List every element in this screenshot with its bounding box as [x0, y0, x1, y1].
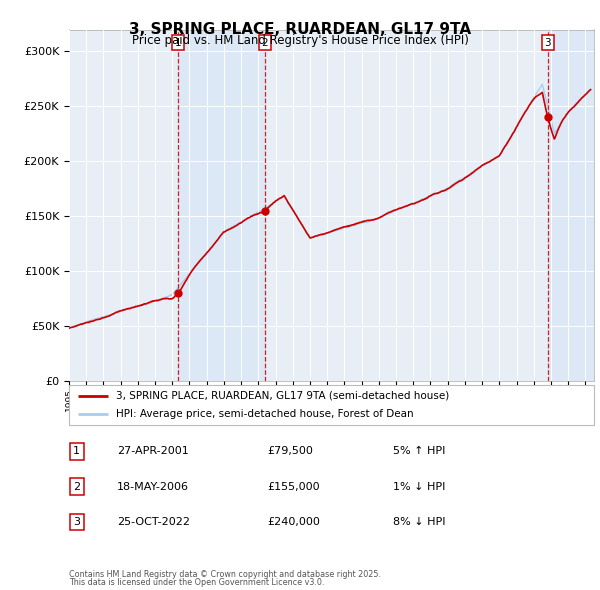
Text: 8% ↓ HPI: 8% ↓ HPI [393, 517, 445, 527]
Text: 3, SPRING PLACE, RUARDEAN, GL17 9TA: 3, SPRING PLACE, RUARDEAN, GL17 9TA [129, 22, 471, 37]
Bar [548, 30, 594, 381]
Text: HPI: Average price, semi-detached house, Forest of Dean: HPI: Average price, semi-detached house,… [116, 409, 414, 419]
Text: 1: 1 [175, 38, 181, 48]
Text: 27-APR-2001: 27-APR-2001 [117, 447, 189, 456]
Text: This data is licensed under the Open Government Licence v3.0.: This data is licensed under the Open Gov… [69, 578, 325, 586]
Bar [178, 30, 265, 381]
Text: Price paid vs. HM Land Registry's House Price Index (HPI): Price paid vs. HM Land Registry's House … [131, 34, 469, 47]
Text: 5% ↑ HPI: 5% ↑ HPI [393, 447, 445, 456]
Text: 1% ↓ HPI: 1% ↓ HPI [393, 482, 445, 491]
Text: 25-OCT-2022: 25-OCT-2022 [117, 517, 190, 527]
Text: £155,000: £155,000 [267, 482, 320, 491]
Text: 3: 3 [73, 517, 80, 527]
Text: 1: 1 [73, 447, 80, 456]
Text: £79,500: £79,500 [267, 447, 313, 456]
Text: £240,000: £240,000 [267, 517, 320, 527]
Text: 3: 3 [544, 38, 551, 48]
Text: Contains HM Land Registry data © Crown copyright and database right 2025.: Contains HM Land Registry data © Crown c… [69, 570, 381, 579]
Text: 2: 2 [262, 38, 268, 48]
FancyBboxPatch shape [69, 385, 594, 425]
Text: 18-MAY-2006: 18-MAY-2006 [117, 482, 189, 491]
Text: 3, SPRING PLACE, RUARDEAN, GL17 9TA (semi-detached house): 3, SPRING PLACE, RUARDEAN, GL17 9TA (sem… [116, 391, 449, 401]
Text: 2: 2 [73, 482, 80, 491]
